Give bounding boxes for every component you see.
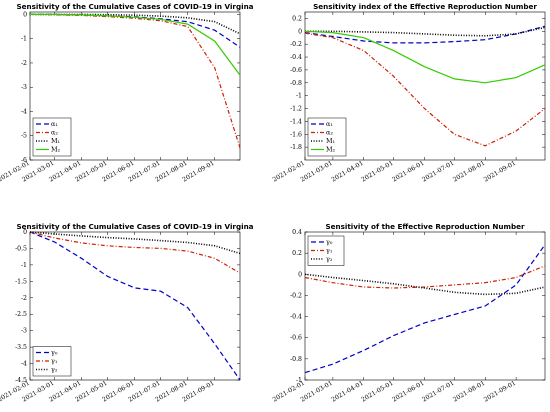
- legend-label: γ₁: [51, 357, 58, 365]
- y-tick-label: -0.2: [290, 41, 302, 48]
- y-tick-label: -0.6: [290, 67, 302, 74]
- series-line: [304, 25, 546, 44]
- y-tick-label: 0: [298, 271, 302, 278]
- series-line: [29, 231, 241, 255]
- legend-label: M₂: [51, 146, 61, 154]
- legend-label: γ₂: [326, 255, 333, 263]
- panel-top-right: Sensitivity index of the Effective Repro…: [272, 2, 546, 184]
- x-tick-label: 2021-03-01: [299, 160, 333, 184]
- y-tick-label: -0.8: [290, 356, 302, 363]
- y-tick-label: -1: [21, 262, 27, 269]
- x-tick-label: 2021-07-01: [421, 160, 455, 184]
- legend-label: γ₂: [51, 366, 58, 374]
- x-tick-label: 2021-04-01: [330, 380, 364, 404]
- y-tick-label: -0.4: [290, 314, 302, 321]
- x-tick-label: 2021-07-01: [421, 380, 455, 404]
- x-tick-label: 2021-09-01: [483, 160, 517, 184]
- x-tick-label: 2021-04-01: [330, 160, 364, 184]
- y-tick-label: -3.5: [15, 344, 27, 351]
- panel-top-left: Sensitivity of the Cumulative Cases of C…: [0, 2, 254, 184]
- y-tick-label: -5: [21, 133, 27, 140]
- x-tick-label: 2021-08-01: [452, 160, 486, 184]
- chart-title: Sensitivity of the Cumulative Cases of C…: [16, 2, 253, 11]
- y-tick-label: -1.2: [290, 106, 302, 113]
- legend-label: α₁: [326, 120, 333, 128]
- x-tick-label: 2021-08-01: [452, 380, 486, 404]
- y-tick-label: -4: [21, 108, 27, 115]
- legend-label: α₁: [51, 120, 58, 128]
- legend-label: M₂: [326, 146, 336, 154]
- y-tick-label: -1.6: [290, 131, 302, 138]
- x-tick-label: 2021-05-01: [360, 380, 394, 404]
- y-tick-label: 0: [298, 28, 302, 35]
- panel-bottom-right: Sensitivity of the Effective Reproductio…: [272, 222, 546, 404]
- series-line: [29, 231, 241, 381]
- x-tick-label: 2021-05-01: [360, 160, 394, 184]
- panel-bottom-left: Sensitivity of the Cumulative Cases of C…: [0, 222, 254, 404]
- y-tick-label: -2: [21, 60, 27, 67]
- legend-label: M₁: [326, 137, 336, 145]
- series-line: [29, 231, 241, 274]
- y-tick-label: 0.4: [292, 229, 302, 236]
- chart-title: Sensitivity index of the Effective Repro…: [313, 2, 537, 11]
- series-line: [304, 30, 546, 84]
- legend-label: γ₁: [326, 247, 333, 255]
- y-tick-label: -0.5: [15, 245, 27, 252]
- legend-label: α₂: [51, 129, 58, 137]
- x-tick-label: 2021-09-01: [483, 380, 517, 404]
- y-tick-label: -1.8: [290, 144, 302, 151]
- y-tick-label: -3: [21, 328, 27, 335]
- x-tick-label: 2021-06-01: [391, 160, 425, 184]
- series-line: [305, 26, 546, 37]
- y-tick-label: 0: [23, 229, 27, 236]
- legend-label: α₂: [326, 129, 333, 137]
- y-tick-label: -2.5: [15, 311, 27, 318]
- x-tick-label: 2021-03-01: [299, 380, 333, 404]
- y-tick-label: -1: [21, 36, 27, 43]
- y-tick-label: -0.8: [290, 80, 302, 87]
- y-tick-label: -2: [21, 295, 27, 302]
- legend-label: M₁: [51, 137, 61, 145]
- y-tick-label: -4.5: [15, 377, 27, 384]
- chart-title: Sensitivity of the Cumulative Cases of C…: [16, 222, 253, 231]
- series-line: [304, 32, 546, 147]
- y-tick-label: -6: [21, 157, 27, 164]
- y-tick-label: -1.5: [15, 278, 27, 285]
- series-line: [30, 13, 241, 76]
- x-tick-label: 2021-06-01: [391, 380, 425, 404]
- legend-label: γ₀: [51, 349, 58, 357]
- y-tick-label: -1: [296, 377, 302, 384]
- y-tick-label: -1: [296, 93, 302, 100]
- y-tick-label: -0.2: [290, 292, 302, 299]
- series-line: [30, 13, 241, 35]
- y-tick-label: -1.4: [290, 118, 302, 125]
- y-tick-label: 0.2: [292, 250, 302, 257]
- y-tick-label: -0.6: [290, 335, 302, 342]
- chart-title: Sensitivity of the Effective Reproductio…: [325, 222, 525, 231]
- y-tick-label: -4: [21, 361, 27, 368]
- series-line: [304, 273, 546, 296]
- legend-label: γ₀: [326, 238, 333, 246]
- series-line: [304, 265, 546, 289]
- y-tick-label: -3: [21, 84, 27, 91]
- plot-area: [304, 231, 546, 381]
- y-tick-label: 0.2: [292, 15, 302, 22]
- series-line: [304, 244, 546, 374]
- y-tick-label: -0.4: [290, 54, 302, 61]
- y-tick-label: 0: [23, 11, 27, 18]
